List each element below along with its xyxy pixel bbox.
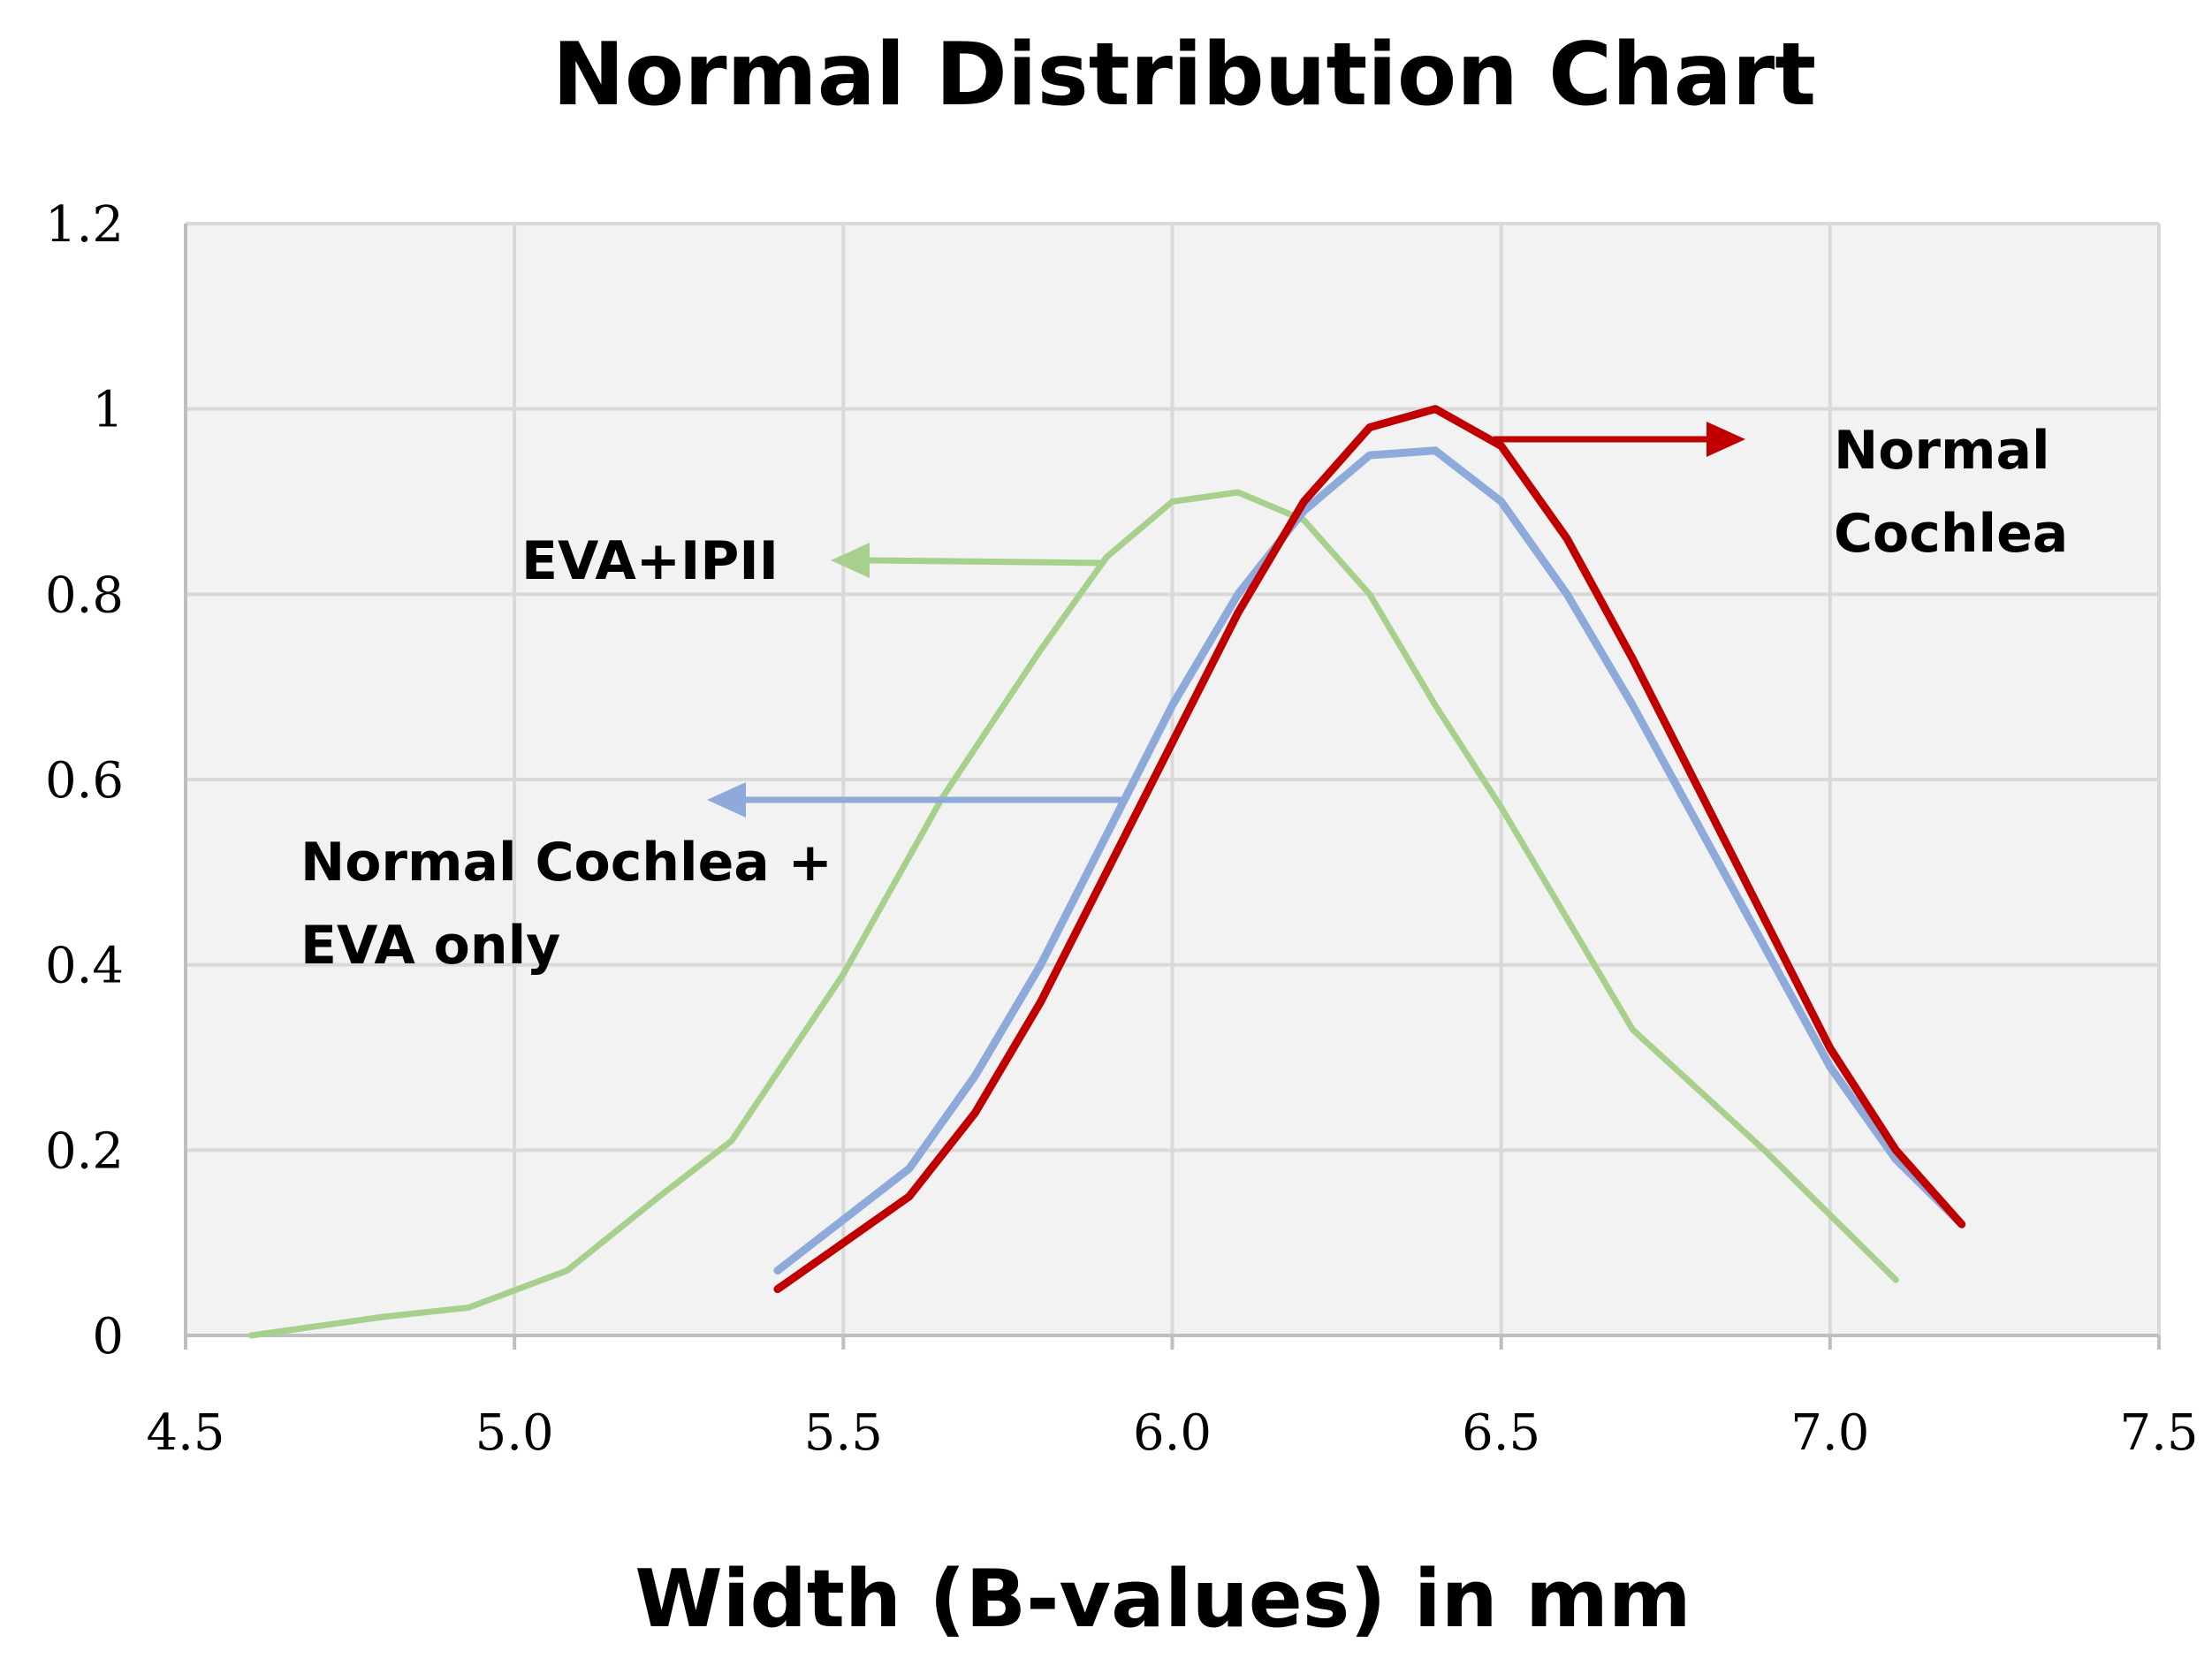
annotation-arrow-line (869, 557, 1106, 567)
axes (184, 224, 2161, 1350)
y-tick-label: 1 (92, 382, 124, 439)
annotation-arrow-head (831, 543, 870, 578)
x-axis-label: Width (B-values) in mm (635, 1553, 1691, 1646)
y-tick-label: 0.4 (45, 938, 124, 995)
y-axis-ticks: 0 0.2 0.4 0.6 0.8 1 1.2 (45, 196, 124, 1366)
annotation-normal-cochlea-line: Normal (1834, 420, 2050, 482)
y-tick-label: 0.6 (45, 752, 124, 810)
x-tick-label: 7.5 (2119, 1404, 2198, 1462)
y-tick-label: 1.2 (45, 196, 124, 254)
series-lines (247, 405, 1966, 1339)
annotation-eva-ipii-line: EVA+IPII (521, 530, 779, 592)
x-tick-label: 4.5 (146, 1404, 224, 1462)
y-tick-label: 0.2 (45, 1122, 124, 1180)
gridlines (186, 222, 2161, 1335)
annotation-eva-ipii: EVA+IPII (521, 530, 779, 592)
annotations: EVA+IPII Normal Cochlea + EVA only Normal Co… (300, 420, 2068, 977)
annotation-arrow-head (1707, 422, 1745, 457)
annotation-normal-cochlea-eva-line: Normal Cochlea + (300, 832, 832, 894)
series-line-normal-cochlea (773, 405, 1966, 1294)
series-line-eva-ipii (247, 489, 1899, 1339)
x-tick-label: 6.5 (1462, 1404, 1540, 1462)
annotation-normal-cochlea-eva-line: EVA only (300, 915, 560, 977)
chart-title: Normal Distribution Chart (552, 25, 1816, 126)
x-tick-label: 6.0 (1133, 1404, 1212, 1462)
annotation-normal-cochlea-eva: Normal Cochlea + EVA only (300, 832, 832, 977)
y-tick-label: 0 (92, 1308, 124, 1366)
x-tick-label: 5.5 (804, 1404, 883, 1462)
x-tick-label: 5.0 (475, 1404, 554, 1462)
annotation-arrow-head (707, 782, 746, 818)
x-tick-label: 7.0 (1790, 1404, 1869, 1462)
y-tick-label: 0.8 (45, 567, 124, 624)
annotation-normal-cochlea-line: Cochlea (1834, 503, 2068, 565)
x-axis-ticks: 4.5 5.0 5.5 6.0 6.5 7.0 7.5 (146, 1404, 2198, 1462)
annotation-normal-cochlea: Normal Cochlea (1834, 420, 2068, 565)
series-line-normal-cochlea-eva-only (773, 446, 1966, 1275)
